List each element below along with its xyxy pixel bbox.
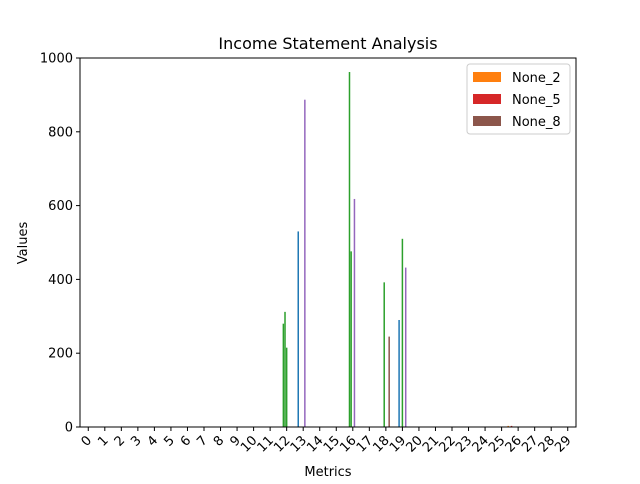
bar-11 (401, 238, 404, 427)
x-axis-label: Metrics (304, 465, 351, 480)
y-tick-label: 200 (48, 347, 73, 362)
y-tick-label: 600 (48, 199, 73, 214)
x-tick-label: 8 (211, 433, 227, 449)
plot-frame (79, 57, 577, 428)
bar-13 (507, 425, 509, 427)
bar-14 (510, 425, 513, 427)
legend-label: None_5 (512, 93, 561, 108)
legend-label: None_2 (512, 71, 561, 86)
bar-6 (350, 251, 352, 427)
y-tick-label: 0 (65, 421, 73, 436)
legend-swatch (473, 72, 501, 82)
x-tick-label: 4 (145, 433, 161, 449)
chart-title: Income Statement Analysis (218, 34, 437, 53)
bar-8 (383, 282, 385, 427)
y-tick-label: 400 (48, 273, 73, 288)
bar-0 (282, 323, 285, 427)
x-tick-label: 29 (552, 433, 574, 455)
bar-12 (404, 267, 407, 427)
x-tick-label: 5 (161, 433, 177, 449)
bar-4 (304, 99, 306, 427)
x-tick-label: 0 (79, 433, 95, 449)
legend-swatch (473, 94, 501, 104)
bar-10 (398, 319, 400, 427)
x-tick-label: 2 (112, 433, 128, 449)
x-tick-label: 3 (128, 433, 144, 449)
y-axis: 0 200 400 600 800 1000 (40, 52, 80, 436)
x-tick-label: 1 (95, 433, 111, 449)
legend: None_2 None_5 None_8 (466, 63, 571, 135)
bar-7 (353, 198, 356, 427)
y-tick-label: 1000 (40, 52, 73, 67)
bar-9 (388, 336, 390, 427)
y-axis-label: Values (16, 222, 31, 265)
y-tick-label: 800 (48, 125, 73, 140)
bars-group (282, 72, 513, 428)
bar-3 (297, 231, 299, 427)
x-tick-label: 6 (178, 433, 194, 449)
bar-2 (285, 347, 288, 427)
bar-1 (284, 311, 286, 427)
x-tick-label: 7 (194, 433, 210, 449)
legend-swatch (473, 116, 501, 126)
bar-5 (348, 72, 351, 428)
legend-label: None_8 (512, 115, 561, 130)
x-axis: 0 1 2 3 4 5 6 7 8 9101112131415161718192021222324… (79, 427, 575, 456)
